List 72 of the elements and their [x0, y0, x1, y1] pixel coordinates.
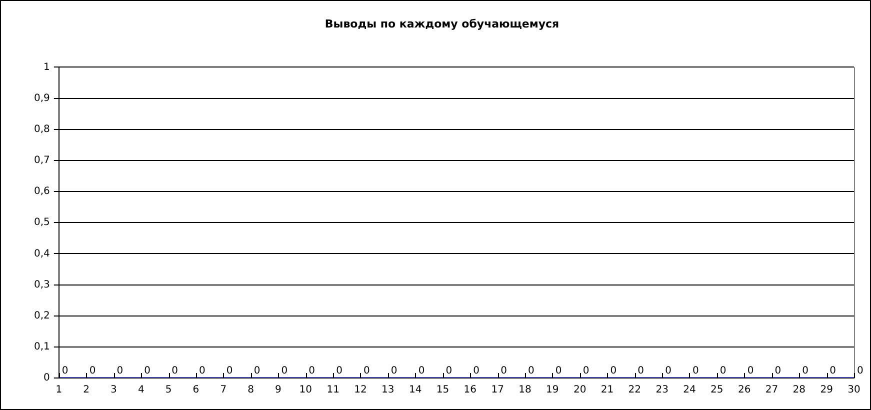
- data-label: 0: [418, 366, 425, 377]
- x-tick-label: 15: [436, 384, 450, 396]
- y-tick-label: 0,4: [34, 248, 50, 260]
- y-tick-label: 0,1: [34, 342, 50, 353]
- x-tick-label: 11: [326, 384, 340, 396]
- x-tick-label: 27: [765, 384, 778, 396]
- x-tick-label: 2: [83, 384, 90, 396]
- x-tick-label: 21: [600, 384, 614, 396]
- y-tick-label: 0,7: [34, 155, 50, 166]
- x-tick-label: 28: [792, 384, 806, 396]
- y-tick-label: 0,6: [34, 186, 50, 198]
- x-tick-label: 16: [464, 384, 477, 396]
- data-label: 0: [528, 366, 534, 377]
- data-label: 0: [226, 366, 233, 377]
- data-label: 0: [747, 366, 754, 377]
- x-tick-label: 30: [848, 384, 860, 396]
- y-tick-label: 0,2: [34, 310, 50, 322]
- x-tick-label: 23: [656, 384, 668, 396]
- data-label: 0: [692, 366, 699, 377]
- y-tick-label: 1: [44, 62, 50, 73]
- x-tick-label: 6: [192, 384, 200, 396]
- x-tick-label: 5: [165, 384, 172, 396]
- data-label: 0: [336, 366, 342, 377]
- x-tick-label: 12: [354, 384, 367, 396]
- data-label: 0: [390, 366, 398, 377]
- data-label: 0: [582, 366, 590, 377]
- y-tick-label: 0,9: [34, 92, 50, 104]
- data-label: 0: [610, 366, 617, 377]
- data-label: 0: [198, 366, 206, 377]
- data-label: 0: [720, 366, 726, 377]
- x-tick-label: 18: [518, 384, 532, 396]
- x-tick-label: 7: [220, 384, 227, 396]
- data-label: 0: [500, 366, 507, 377]
- data-label: 0: [308, 366, 316, 377]
- data-label: 0: [363, 366, 370, 377]
- data-label: 0: [638, 366, 644, 377]
- x-tick-label: 8: [248, 384, 254, 396]
- x-tick-label: 9: [275, 384, 282, 396]
- data-label: 0: [62, 366, 68, 377]
- x-tick-label: 22: [628, 384, 642, 396]
- y-tick-label: 0,8: [34, 124, 50, 135]
- x-tick-label: 3: [110, 384, 117, 396]
- chart-title: Выводы по каждому обучающемуся: [324, 17, 560, 30]
- x-tick-label: 25: [710, 384, 724, 396]
- x-tick-label: 1: [56, 384, 62, 396]
- x-tick-label: 13: [382, 384, 394, 396]
- y-tick-label: 0: [44, 372, 50, 384]
- x-tick-label: 29: [820, 384, 833, 396]
- x-tick-label: 19: [546, 384, 559, 396]
- x-tick-label: 20: [573, 384, 586, 396]
- data-label: 0: [665, 366, 672, 377]
- y-tick-label: 0,5: [34, 217, 50, 228]
- data-label: 0: [172, 366, 178, 377]
- x-tick-label: 24: [683, 384, 696, 396]
- data-label: 0: [802, 366, 809, 377]
- x-tick-label: 10: [299, 384, 312, 396]
- data-label: 0: [555, 366, 562, 377]
- data-label: 0: [857, 366, 864, 377]
- data-label: 0: [116, 366, 124, 377]
- data-label: 0: [774, 366, 782, 377]
- data-label: 0: [144, 366, 151, 377]
- data-label: 0: [473, 366, 480, 377]
- data-label: 0: [446, 366, 452, 377]
- x-tick-label: 4: [138, 384, 144, 396]
- x-tick-label: 14: [408, 384, 422, 396]
- y-tick-label: 0,3: [34, 279, 50, 290]
- x-tick-label: 26: [738, 384, 751, 396]
- data-label: 0: [254, 366, 260, 377]
- data-label: 0: [830, 366, 836, 377]
- x-tick-label: 17: [491, 384, 504, 396]
- data-label: 0: [281, 366, 288, 377]
- data-label: 0: [89, 366, 96, 377]
